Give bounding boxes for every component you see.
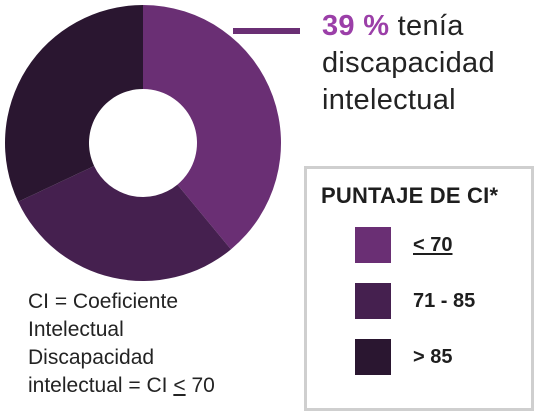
note-line-1: CI = Coeficiente [28,290,178,313]
legend-swatch-lt70 [355,227,391,263]
slice-gt85 [4,5,144,202]
legend-swatch-71-85 [355,283,391,319]
note-line-3: Discapacidad [28,346,155,369]
note-line-2: Intelectual [28,318,124,341]
note-line-4: intelectual = CI < 70 [28,372,298,400]
note-line-4-prefix: intelectual = CI [28,374,168,397]
note-line-4-value: 70 [191,374,215,397]
headline-text-3: intelectual [322,84,456,116]
slice-71-85 [18,165,231,281]
legend: PUNTAJE DE CI* < 70 71 - 85 > 85 [304,166,534,411]
legend-label-71-85: 71 - 85 [413,290,476,312]
headline-text-1: tenía [397,10,464,42]
slice-lt70 [143,5,282,250]
headline-callout: 39 % tenía discapacidad intelectual [322,8,542,119]
legend-label-gt85: > 85 [413,346,453,368]
footnotes: CI = Coeficiente Intelectual Discapacida… [28,288,298,400]
donut-chart [4,5,300,281]
legend-swatch-gt85 [355,339,391,375]
legend-label-lt70: < 70 [413,234,453,256]
note-line-4-symbol: < [173,374,186,397]
headline-percent: 39 % [322,10,390,42]
headline-text-2: discapacidad [322,47,495,79]
legend-title: PUNTAJE DE CI* [321,183,499,208]
